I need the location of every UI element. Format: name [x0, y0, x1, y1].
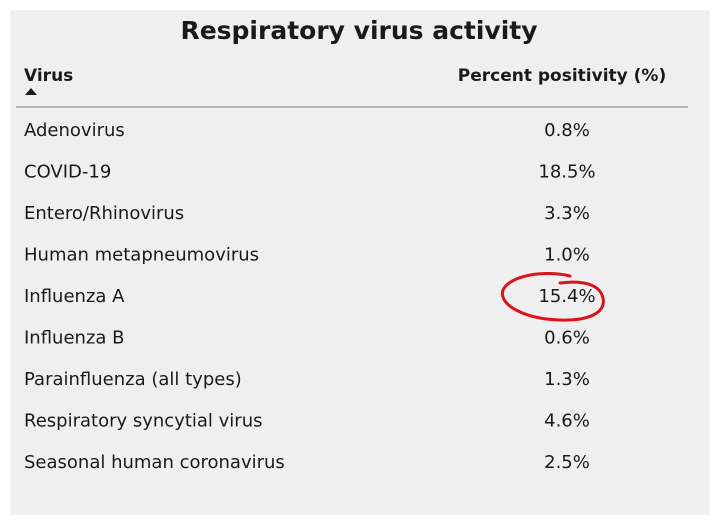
percent-value: 15.4% [538, 286, 595, 307]
percent-value: 2.5% [544, 452, 590, 473]
sort-arrow [25, 88, 37, 95]
virus-name: Entero/Rhinovirus [24, 203, 184, 224]
virus-name: Respiratory syncytial virus [24, 411, 263, 432]
percent-value: 0.6% [544, 328, 590, 349]
table-body: Adenovirus 0.8% COVID-19 18.5% Entero/Rhinov… [24, 120, 596, 473]
highlight-circle [500, 272, 605, 322]
virus-name: COVID-19 [24, 162, 111, 183]
column-header[interactable]: Virus [24, 66, 73, 86]
column-header[interactable]: Percent positivity (%) [458, 66, 666, 86]
percent-value: 18.5% [538, 162, 595, 183]
virus-name: Adenovirus [24, 120, 125, 141]
virus-name: Seasonal human coronavirus [24, 452, 285, 473]
table-title: Respiratory virus activity [180, 16, 537, 45]
virus-name: Influenza B [24, 328, 125, 349]
virus-name: Human metapneumovirus [24, 245, 259, 266]
percent-value: 1.3% [544, 369, 590, 390]
virus-name: Parainfluenza (all types) [24, 369, 242, 390]
virus-name: Influenza A [24, 286, 125, 307]
percent-value: 3.3% [544, 203, 590, 224]
percent-value: 1.0% [544, 245, 590, 266]
panel-background [10, 10, 710, 515]
percent-value: 0.8% [544, 120, 590, 141]
percent-value: 4.6% [544, 411, 590, 432]
